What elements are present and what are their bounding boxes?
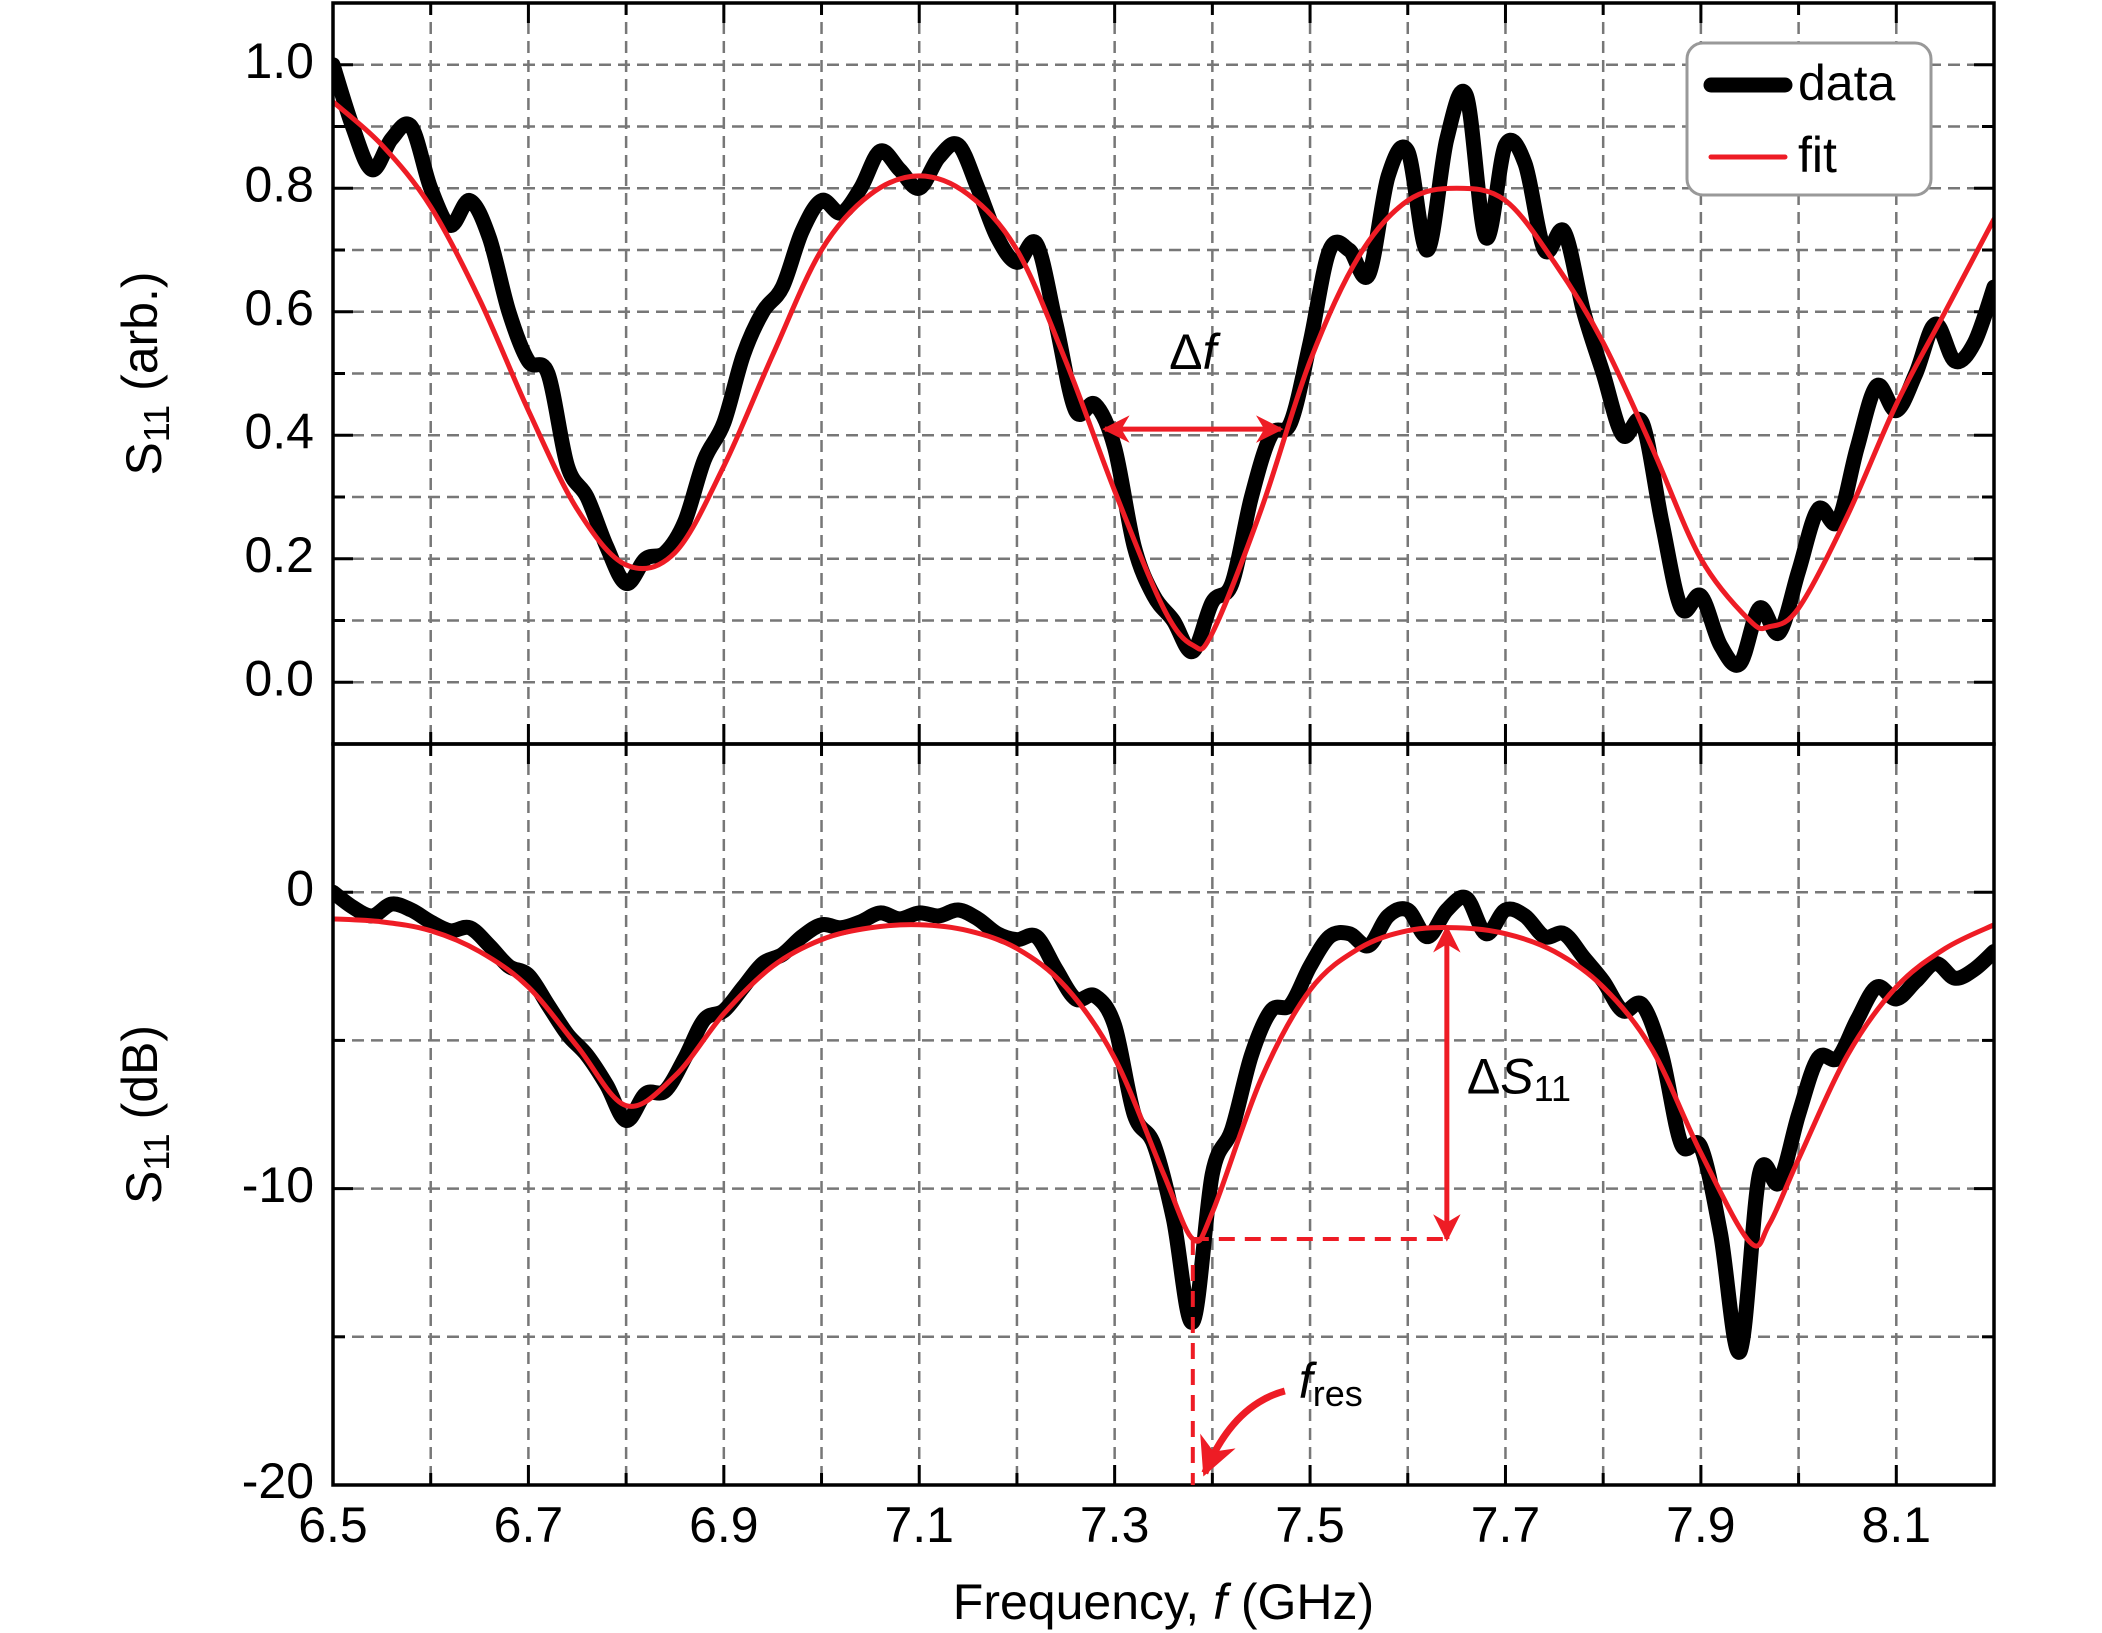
x-tick-label: 7.1 (884, 1497, 954, 1553)
y-axis-label-part: (arb.) (112, 271, 168, 404)
annotation-label-part: 11 (1534, 1068, 1571, 1109)
x-tick-label: 7.7 (1471, 1497, 1541, 1553)
x-tick-label: 8.1 (1862, 1497, 1932, 1553)
x-tick-label: 6.9 (689, 1497, 759, 1553)
y-axis-label: S11 (arb.) (112, 271, 176, 475)
x-tick-label: 7.9 (1666, 1497, 1736, 1553)
legend-label: data (1798, 55, 1896, 111)
y-tick-label: -10 (242, 1157, 314, 1213)
y-tick-label: 0.6 (244, 280, 314, 336)
x-tick-label: 6.5 (298, 1497, 368, 1553)
y-axis-label-part: S (116, 442, 172, 475)
annotation-arrow (1200, 1387, 1286, 1477)
y-tick-label: 1.0 (244, 33, 314, 89)
annotation-label-part: S (1500, 1049, 1533, 1105)
x-axis-label-part: (GHz) (1227, 1574, 1374, 1630)
x-axis-label: Frequency, f (GHz) (953, 1574, 1374, 1630)
x-tick-label: 6.7 (494, 1497, 564, 1553)
y-axis-label-part: S (116, 1171, 172, 1204)
legend: data fit (1685, 41, 1933, 197)
series-line (333, 99, 1994, 652)
annotation-label: ΔS11 (1467, 1049, 1571, 1109)
y-tick-label: 0.4 (244, 403, 314, 459)
y-tick-label: 0.8 (244, 156, 314, 212)
y-tick-label: 0.0 (244, 650, 314, 706)
x-tick-label: 7.5 (1275, 1497, 1345, 1553)
x-tick-label: 7.3 (1080, 1497, 1150, 1553)
series-line (333, 57, 1994, 673)
plot-lines (333, 884, 1994, 1360)
annotation-label-part: Δ (1467, 1049, 1500, 1105)
y-axis-label: S11 (dB) (112, 1025, 176, 1204)
annotation-label: Δf (1169, 324, 1221, 380)
y-tick-label: 0.2 (244, 527, 314, 583)
plot-border (331, 742, 1996, 1487)
annotation-label-part: res (1313, 1372, 1363, 1413)
y-axis-label-part: 11 (135, 405, 176, 442)
y-tick-label: 0 (286, 860, 314, 916)
x-axis-label-part: Frequency, (953, 1574, 1213, 1630)
annotation-label: fres (1299, 1353, 1363, 1413)
annotation-label-part: Δ (1169, 324, 1202, 380)
plot-lines (333, 57, 1994, 673)
annotation-label-part: f (1203, 324, 1222, 380)
series-line (333, 884, 1994, 1360)
y-axis-label-part: 11 (135, 1133, 176, 1170)
y-tick-label: -20 (242, 1453, 314, 1509)
y-axis-label-part: (dB) (112, 1025, 168, 1133)
legend-label: fit (1798, 127, 1837, 183)
